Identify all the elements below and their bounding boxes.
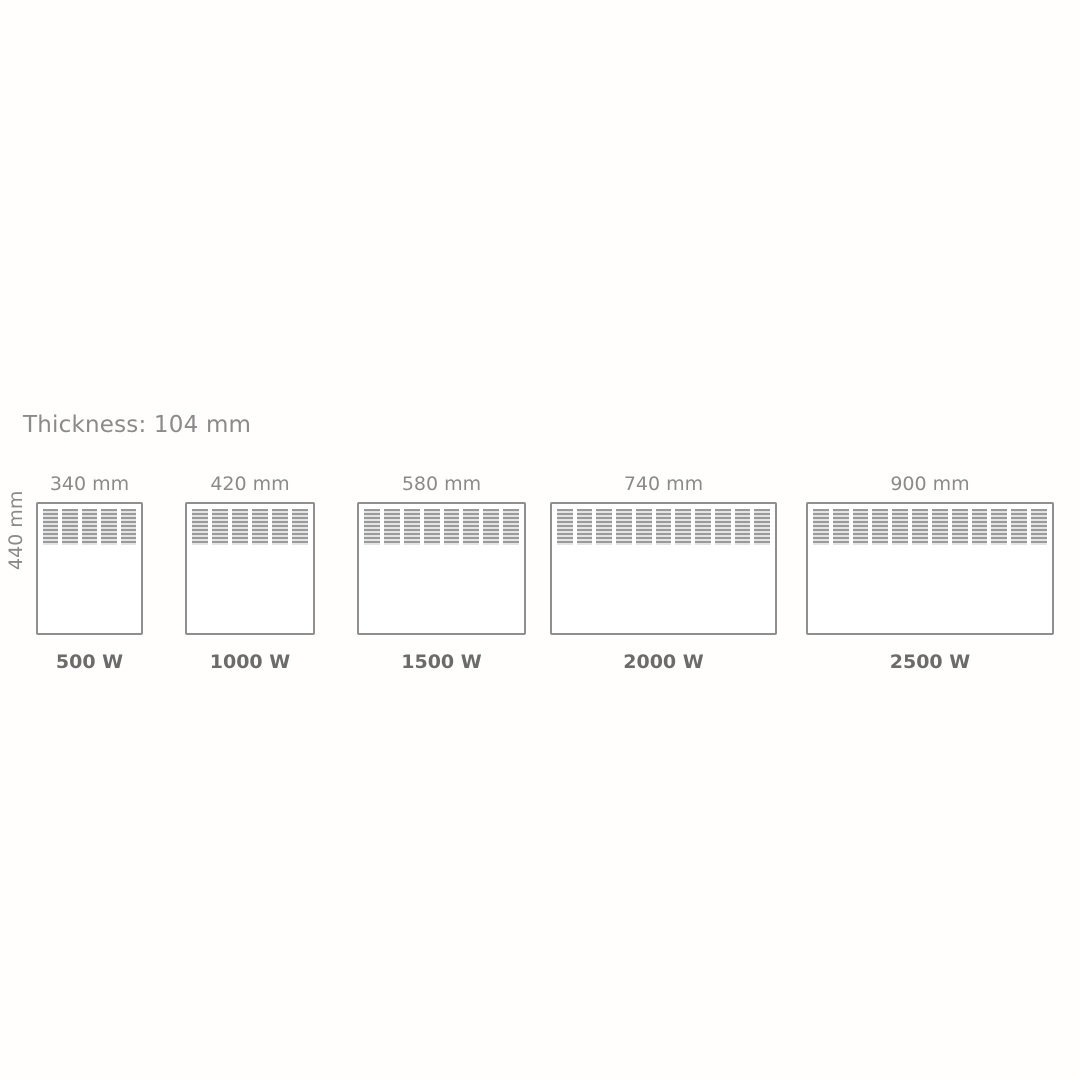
power-label: 500 W	[55, 651, 124, 673]
grille-column	[557, 509, 573, 545]
grille-column	[101, 509, 117, 545]
grille-column	[1011, 509, 1028, 545]
width-label: 420 mm	[210, 473, 290, 495]
grille-column	[43, 509, 59, 545]
grille-column	[212, 509, 228, 545]
grille-column	[971, 509, 988, 545]
grille-column	[272, 509, 288, 545]
power-label: 2500 W	[889, 651, 971, 673]
width-label: 900 mm	[890, 473, 970, 495]
grille-column	[383, 509, 400, 545]
grille-column	[443, 509, 460, 545]
grille-column	[675, 509, 692, 545]
heater-outline	[806, 502, 1054, 635]
grille-column	[120, 509, 137, 545]
grille-column	[616, 509, 632, 545]
power-label: 2000 W	[623, 651, 704, 673]
grille	[557, 509, 771, 545]
heater-outline	[36, 502, 143, 635]
grille-column	[872, 509, 889, 545]
height-label: 440 mm	[5, 490, 27, 570]
grille-column	[292, 509, 308, 545]
grille-column	[991, 509, 1008, 545]
grille-column	[364, 509, 380, 545]
grille-column	[503, 509, 519, 545]
grille-column	[912, 509, 928, 545]
width-label: 340 mm	[49, 473, 130, 495]
grille	[813, 509, 1047, 545]
grille-column	[832, 509, 849, 545]
grille-column	[252, 509, 268, 545]
grille-column	[754, 509, 771, 545]
heater-outline	[185, 502, 315, 635]
width-label: 580 mm	[401, 473, 482, 495]
heater-outline	[550, 502, 777, 635]
power-label: 1000 W	[209, 651, 291, 673]
grille	[43, 509, 137, 545]
grille-column	[81, 509, 98, 545]
grille-column	[892, 509, 909, 545]
grille-column	[655, 509, 672, 545]
grille-column	[463, 509, 480, 545]
grille-column	[62, 509, 78, 545]
grille-column	[714, 509, 731, 545]
grille-column	[423, 509, 440, 545]
grille-column	[483, 509, 500, 545]
grille-column	[695, 509, 711, 545]
width-label: 740 mm	[623, 473, 704, 495]
thickness-label: Thickness: 104 mm	[23, 412, 252, 438]
grille-column	[813, 509, 829, 545]
grille	[364, 509, 519, 545]
grille	[192, 509, 308, 545]
grille-column	[852, 509, 869, 545]
grille-column	[403, 509, 420, 545]
heater-outline	[357, 502, 526, 635]
grille-column	[596, 509, 613, 545]
grille-column	[232, 509, 248, 545]
power-label: 1500 W	[401, 651, 482, 673]
grille-column	[951, 509, 968, 545]
grille-column	[734, 509, 751, 545]
grille-column	[635, 509, 652, 545]
grille-column	[931, 509, 948, 545]
grille-column	[192, 509, 208, 545]
grille-column	[1031, 509, 1047, 545]
grille-column	[576, 509, 593, 545]
